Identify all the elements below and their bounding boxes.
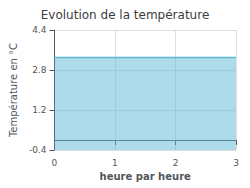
svg-text:Evolution de la température: Evolution de la température [41,8,210,22]
svg-text:3: 3 [233,158,239,168]
svg-text:heure par heure: heure par heure [100,171,191,182]
svg-text:4.4: 4.4 [32,25,47,35]
svg-text:-0.4: -0.4 [29,145,47,155]
svg-text:1: 1 [112,158,118,168]
svg-text:1.2: 1.2 [32,105,46,115]
svg-text:Température en °C: Température en °C [8,43,19,138]
svg-text:2: 2 [173,158,179,168]
svg-text:0: 0 [52,158,58,168]
svg-text:2.8: 2.8 [32,65,47,75]
